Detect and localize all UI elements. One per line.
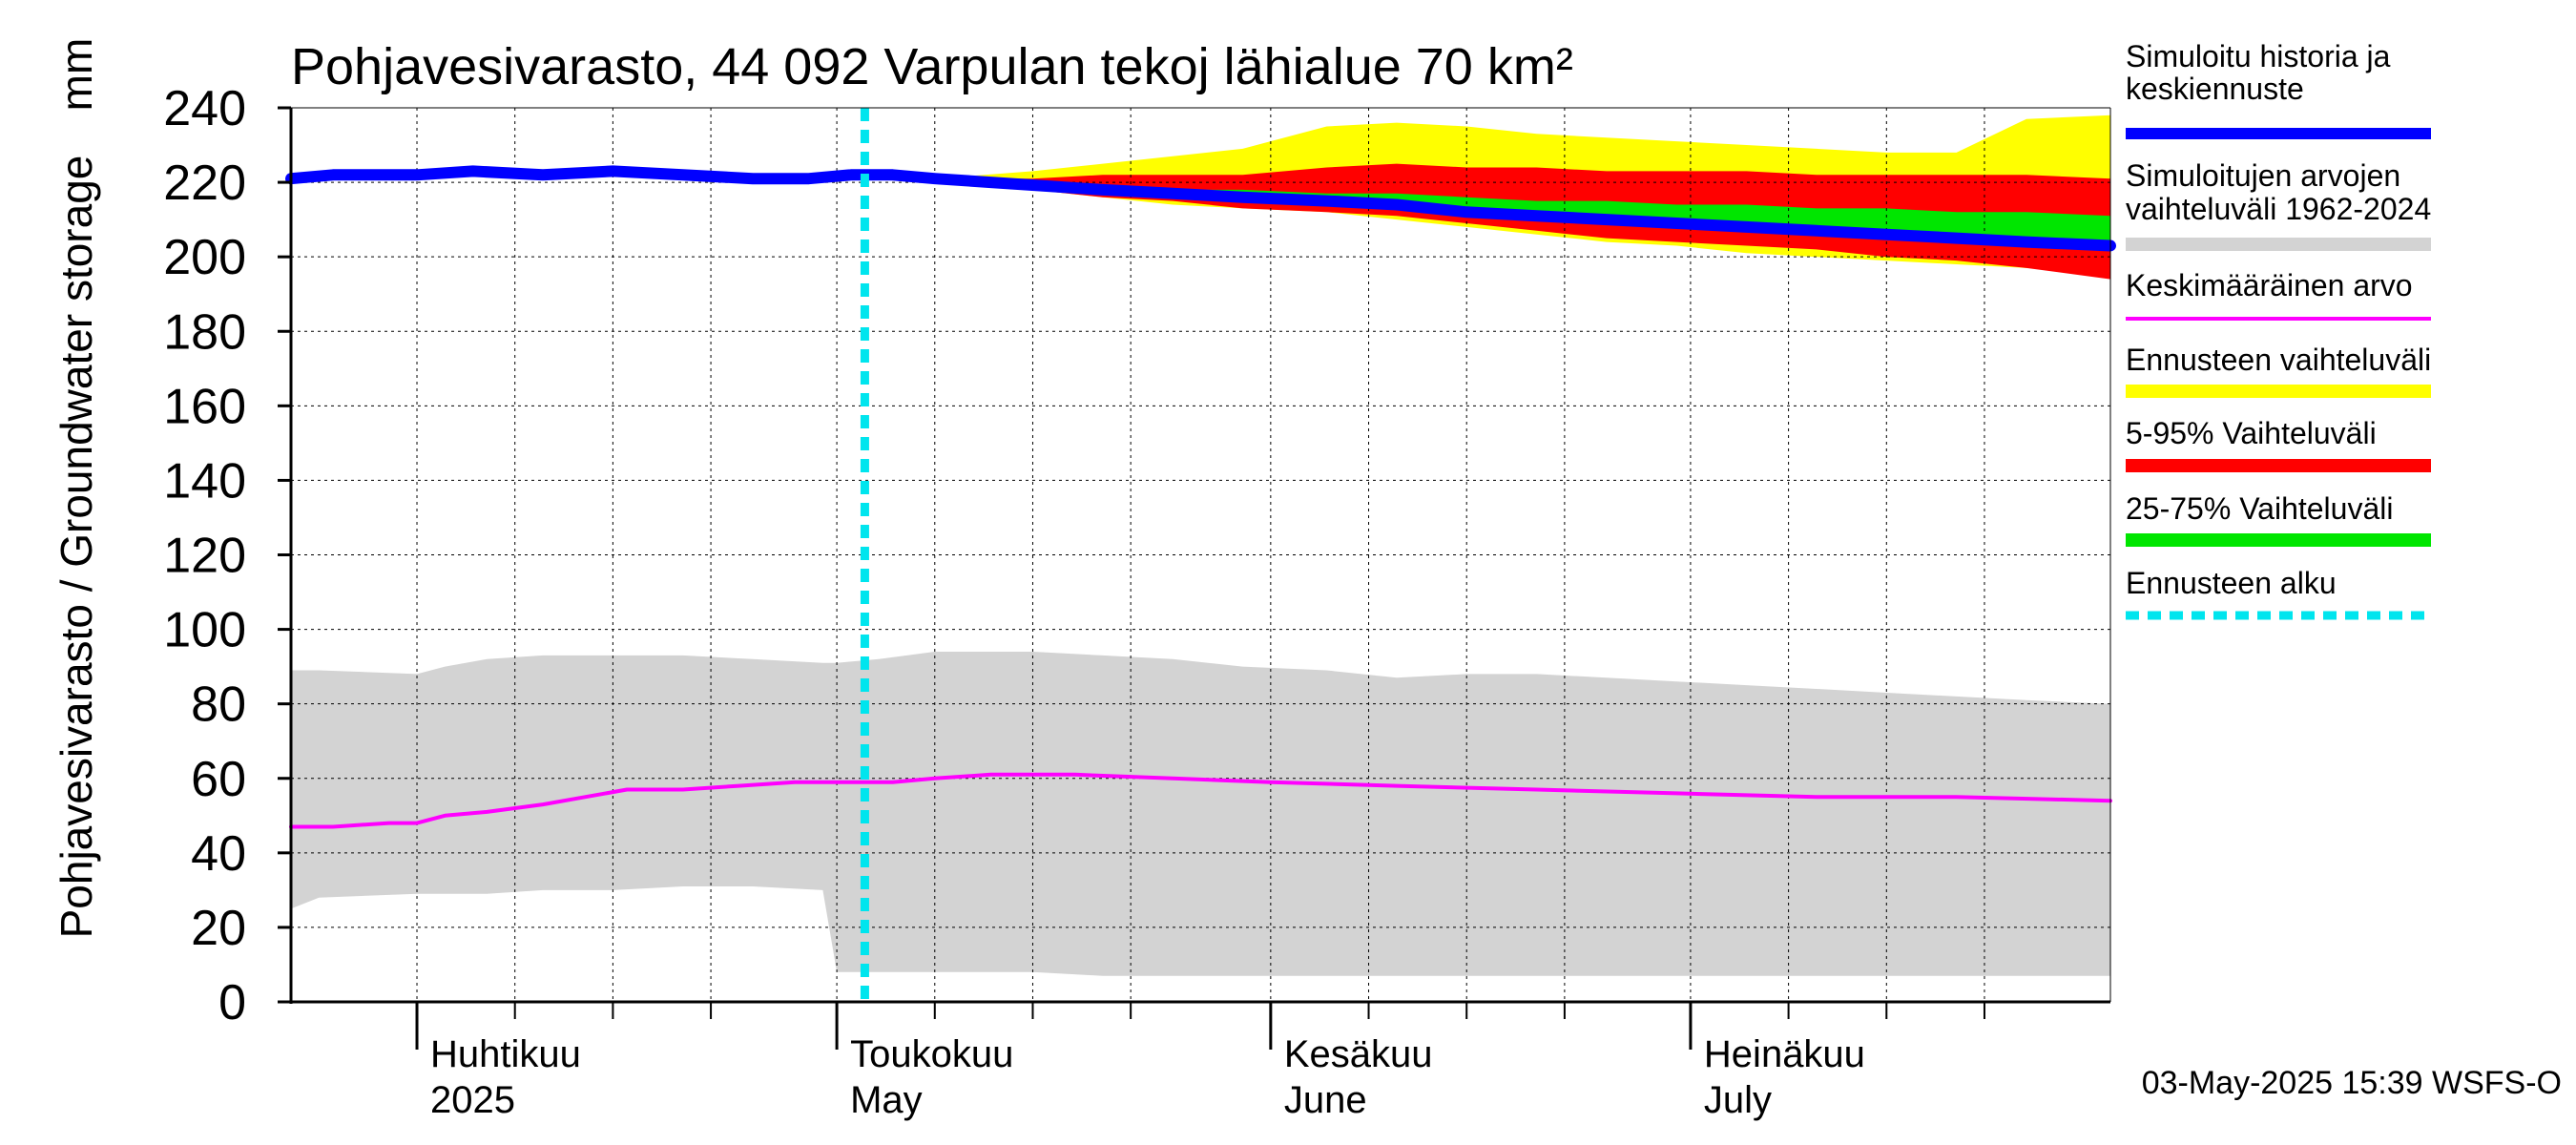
y-tick-label: 100 (163, 603, 246, 658)
y-tick-label: 120 (163, 529, 246, 584)
x-month-label: Kesäkuu (1284, 1033, 1433, 1075)
y-tick-label: 160 (163, 379, 246, 434)
x-month-label-en: May (850, 1079, 923, 1121)
y-tick-label: 60 (191, 752, 246, 807)
y-tick-label: 40 (191, 826, 246, 882)
y-tick-label: 140 (163, 453, 246, 509)
y-tick-label: 0 (218, 975, 246, 1030)
legend-label: Simuloitujen arvojen (2126, 158, 2400, 193)
legend-label: Ennusteen alku (2126, 566, 2337, 600)
x-month-label: Huhtikuu (430, 1033, 581, 1075)
x-month-label: Heinäkuu (1704, 1033, 1865, 1075)
x-month-label: Toukokuu (850, 1033, 1013, 1075)
legend-label: Simuloitu historia ja (2126, 39, 2391, 73)
simulated-line (285, 165, 2116, 252)
y-tick-label: 180 (163, 304, 246, 360)
y-tick-label: 20 (191, 901, 246, 956)
x-month-label-en: June (1284, 1079, 1367, 1121)
y-tick-label: 80 (191, 677, 246, 733)
x-month-label-en: 2025 (430, 1079, 515, 1121)
y-axis-unit: mm (52, 38, 101, 112)
x-month-label-en: July (1704, 1079, 1772, 1121)
historical-range-band (291, 652, 2110, 976)
y-tick-label: 220 (163, 156, 246, 211)
timestamp-footer: 03-May-2025 15:39 WSFS-O (2142, 1065, 2562, 1101)
legend-label: Ennusteen vaihteluväli (2126, 343, 2431, 377)
legend-label: 25-75% Vaihteluväli (2126, 491, 2393, 526)
chart-title: Pohjavesivarasto, 44 092 Varpulan tekoj … (291, 38, 1573, 95)
legend-label: Keskimääräinen arvo (2126, 268, 2413, 302)
legend-label: vaihteluväli 1962-2024 (2126, 192, 2431, 226)
y-tick-label: 200 (163, 230, 246, 285)
y-tick-label: 240 (163, 81, 246, 136)
plot-area: 0 20 40 60 80 100 120 140 160 180 200 220 240 Huhtiku… (163, 81, 2116, 1121)
mean-line (289, 772, 2112, 829)
legend-label: keskiennuste (2126, 72, 2304, 106)
y-axis-label: Pohjavesivarasto / Groundwater storage (52, 156, 101, 939)
legend-label: 5-95% Vaihteluväli (2126, 416, 2377, 450)
